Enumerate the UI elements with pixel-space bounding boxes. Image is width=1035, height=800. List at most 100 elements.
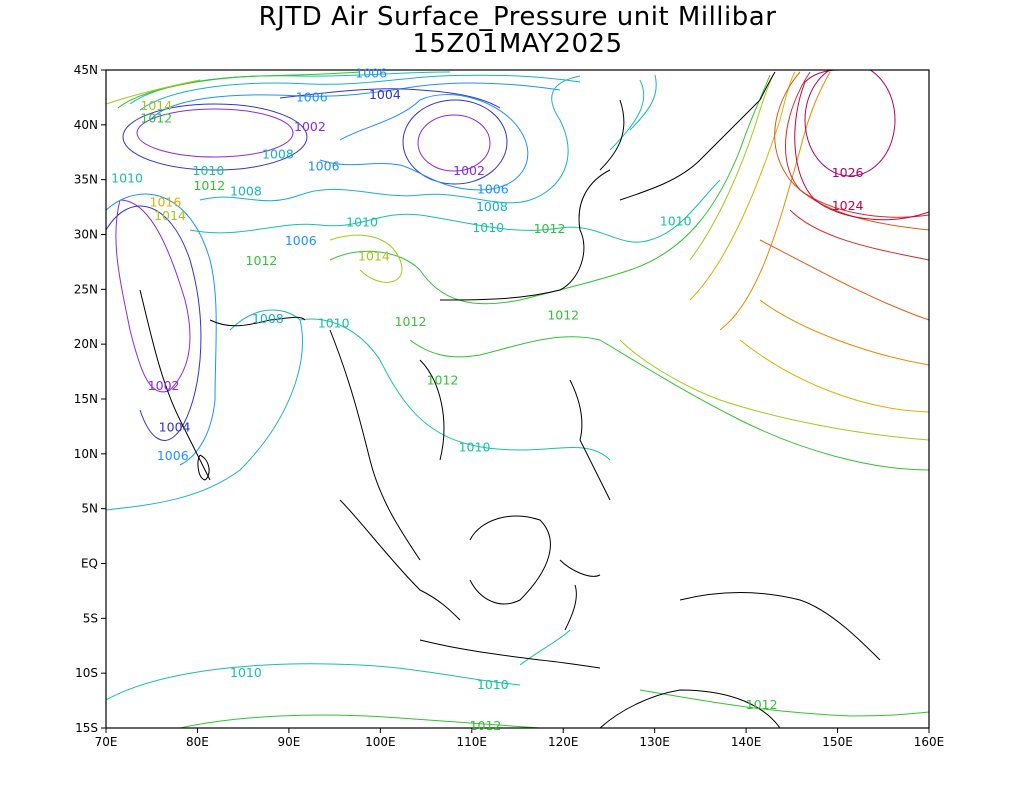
isobar-label-1012: 1012 <box>193 178 225 193</box>
isobar-1012-south <box>409 336 929 471</box>
isobar-1006-india <box>106 193 217 466</box>
isobar-1012-north <box>117 71 361 109</box>
isobar-label-1004: 1004 <box>369 87 401 102</box>
isobar-label-1010: 1010 <box>230 665 262 680</box>
isobar-1022-high <box>785 71 929 218</box>
coast-borneo <box>469 515 551 605</box>
isobar-label-1010: 1010 <box>660 213 692 228</box>
isobar-1010-north <box>129 71 451 105</box>
isobar-1014-north <box>106 79 201 105</box>
isobar-1008-japan <box>629 74 657 131</box>
lat-tick-label: 15N <box>74 392 98 406</box>
isobar-1016-east <box>689 71 796 301</box>
lat-tick-label: 30N <box>74 228 98 242</box>
latitude-axis: 45N 40N 35N 30N 25N 20N 15N 10N 5N EQ 5S 10S 15S <box>74 63 106 735</box>
isobar-label-1008: 1008 <box>230 184 262 199</box>
isobar-label-1010: 1010 <box>193 163 225 178</box>
isobar-1010-sea <box>299 318 611 461</box>
isobar-1006-north <box>149 82 561 121</box>
isobar-label-1008: 1008 <box>476 199 508 214</box>
isobar-1010-china <box>189 179 721 243</box>
isobar-1010-south <box>106 663 521 701</box>
coast-sri-lanka <box>197 454 210 481</box>
isobar-1020-high <box>774 71 929 231</box>
isobar-label-1010: 1010 <box>318 315 350 330</box>
isobar-1004-north <box>279 88 501 109</box>
lat-tick-label: EQ <box>81 557 98 571</box>
lon-tick-label: 160E <box>914 735 945 749</box>
lat-tick-label: 10S <box>75 666 98 680</box>
isobar-1014-east <box>329 71 776 283</box>
title-line-2: 15Z01MAY2025 <box>412 29 623 59</box>
lon-tick-label: 140E <box>731 735 762 749</box>
isobar-1004-india <box>106 205 202 441</box>
isobar-1008-india <box>106 309 303 511</box>
title-line-1: RJTD Air Surface_Pressure unit Millibar <box>258 2 777 32</box>
isobar-1012-south2 <box>179 714 541 728</box>
isobar-label-1016: 1016 <box>150 195 182 210</box>
isobar-1012-aus <box>639 689 929 717</box>
lon-tick-label: 70E <box>95 735 118 749</box>
coast-java <box>419 639 601 669</box>
isobar-lines <box>106 70 929 728</box>
isobar-1002-tarim <box>136 108 294 158</box>
lat-tick-label: 10N <box>74 447 98 461</box>
isobar-label-1006: 1006 <box>285 233 317 248</box>
isobar-label-1002: 1002 <box>453 163 485 178</box>
isobar-label-1010: 1010 <box>477 677 509 692</box>
isobar-label-1010: 1010 <box>459 439 491 454</box>
coast-china <box>439 99 625 301</box>
isobar-1006-china <box>319 94 529 191</box>
isobar-1022-east <box>789 209 929 261</box>
isobar-label-1010: 1010 <box>346 214 378 229</box>
isobar-1014-south <box>619 339 929 441</box>
isobar-label-1006: 1006 <box>308 159 340 174</box>
coastlines <box>139 71 881 728</box>
lat-tick-label: 40N <box>74 118 98 132</box>
isobar-1010-japan <box>609 79 645 151</box>
coast-india <box>139 289 306 481</box>
isobar-label-1006: 1006 <box>157 448 189 463</box>
isobar-label-1014: 1014 <box>358 248 390 263</box>
lon-tick-label: 110E <box>457 735 488 749</box>
isobar-label-1014: 1014 <box>140 98 172 113</box>
isobar-1010-aus <box>519 629 571 666</box>
lon-tick-label: 80E <box>186 735 209 749</box>
lat-tick-label: 45N <box>74 63 98 77</box>
isobar-label-1006: 1006 <box>355 65 387 80</box>
lon-tick-label: 90E <box>277 735 300 749</box>
isobar-1012-east <box>329 74 771 305</box>
isobar-1026-high <box>804 70 896 177</box>
isobar-1018-east <box>759 299 929 366</box>
map-title: RJTD Air Surface_Pressure unit Millibar … <box>0 4 1035 58</box>
isobar-label-1006: 1006 <box>477 182 509 197</box>
coast-sulawesi <box>559 559 601 631</box>
isobar-label-1012: 1012 <box>427 372 459 387</box>
longitude-axis: 70E 80E 90E 100E 110E 120E 130E 140E 150E 160E <box>95 728 945 749</box>
isobar-label-1008: 1008 <box>252 311 284 326</box>
lat-tick-label: 5N <box>81 502 98 516</box>
isobar-label-1012: 1012 <box>534 221 566 236</box>
isobar-label-1002: 1002 <box>294 119 326 134</box>
isobar-1008-china <box>199 75 581 204</box>
lat-tick-label: 5S <box>83 611 98 625</box>
lon-tick-label: 150E <box>822 735 853 749</box>
isobar-label-1026: 1026 <box>832 165 864 180</box>
isobar-label-1012: 1012 <box>140 110 172 125</box>
isobar-1004-china <box>402 99 508 185</box>
lat-tick-label: 35N <box>74 173 98 187</box>
lat-tick-label: 25N <box>74 282 98 296</box>
isobar-label-1012: 1012 <box>246 253 278 268</box>
isobar-1002-india <box>115 199 191 393</box>
isobar-label-1010: 1010 <box>472 220 504 235</box>
isobar-1020-east <box>759 239 929 321</box>
lat-tick-label: 15S <box>75 721 98 735</box>
lat-tick-label: 20N <box>74 337 98 351</box>
isobar-label-1004: 1004 <box>159 420 191 435</box>
isobar-label-1012: 1012 <box>547 308 579 323</box>
coast-sumatra <box>339 499 461 621</box>
map-frame <box>105 69 930 729</box>
coast-australia <box>599 689 781 728</box>
isobar-1018-high <box>719 71 831 331</box>
